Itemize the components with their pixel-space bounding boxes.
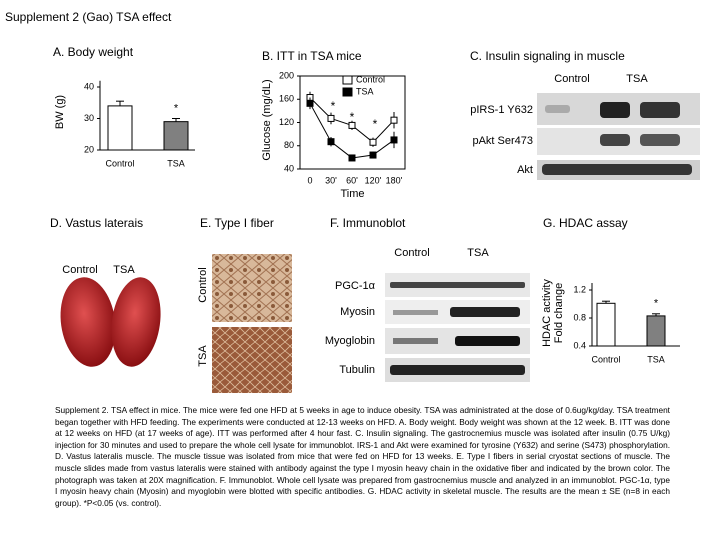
x-tick-label: Control: [105, 158, 134, 168]
y-tick-label: 40: [84, 81, 94, 91]
x-tick-label: 0: [307, 175, 312, 185]
marker: [369, 151, 377, 159]
marker: [348, 121, 356, 129]
x-tick-label: 180': [386, 175, 403, 185]
panel-title: F. Immunoblot: [330, 216, 406, 230]
y-axis-label: Fold change: [553, 283, 565, 344]
bar: [107, 105, 133, 151]
y-tick-label: 0.4: [573, 340, 586, 350]
bar: [596, 302, 616, 347]
significance: *: [350, 110, 355, 124]
row-label: Control: [197, 267, 209, 302]
column-label: Control: [394, 247, 429, 259]
y-tick-label: 200: [279, 70, 294, 80]
y-tick-label: 1.2: [573, 284, 586, 294]
x-tick-label: 30': [325, 175, 337, 185]
y-axis-label: HDAC activity: [541, 279, 553, 347]
panel-title: B. ITT in TSA mice: [262, 49, 362, 63]
panel-title: A. Body weight: [53, 45, 134, 59]
row-label: Myosin: [340, 306, 375, 318]
row-label: pAkt Ser473: [472, 135, 533, 147]
y-tick-label: 30: [84, 113, 94, 123]
column-label: Control: [554, 73, 589, 85]
y-tick-label: 20: [84, 144, 94, 154]
muscle-photo: [60, 277, 161, 367]
row-label: pIRS-1 Y632: [470, 104, 533, 116]
x-tick-label: Control: [591, 354, 620, 364]
y-tick-label: 0.8: [573, 312, 586, 322]
x-tick-label: TSA: [647, 354, 665, 364]
column-label: TSA: [467, 247, 489, 259]
marker: [327, 114, 335, 122]
y-tick-label: 40: [284, 163, 294, 173]
marker: [306, 99, 314, 107]
y-tick-label: 120: [279, 117, 294, 127]
legend-swatch: [342, 75, 353, 85]
column-label: Control: [62, 264, 97, 276]
significance: *: [174, 102, 179, 114]
fiber-image: [212, 327, 292, 393]
column-label: TSA: [113, 264, 135, 276]
row-label: Tubulin: [339, 364, 375, 376]
y-tick-label: 160: [279, 94, 294, 104]
row-label: Akt: [517, 164, 533, 176]
bar: [646, 315, 666, 347]
fiber-image: [212, 254, 292, 322]
blot: [537, 93, 700, 180]
bar: [163, 121, 189, 151]
marker: [327, 138, 335, 146]
legend-swatch: [342, 87, 353, 97]
panel-title: E. Type I fiber: [200, 216, 274, 230]
row-label: Myoglobin: [325, 335, 375, 347]
panel-title: C. Insulin signaling in muscle: [470, 49, 625, 63]
y-tick-label: 80: [284, 140, 294, 150]
row-label: TSA: [197, 345, 209, 367]
significance: *: [331, 99, 336, 113]
blot: [385, 273, 530, 382]
panel-title: G. HDAC assay: [543, 216, 628, 230]
significance: *: [373, 117, 378, 131]
significance: *: [654, 298, 659, 310]
panel-title: D. Vastus laterais: [50, 216, 143, 230]
caption: Supplement 2. TSA effect in mice. The mi…: [55, 405, 670, 508]
legend-label: TSA: [356, 86, 374, 96]
y-axis-label: BW (g): [54, 95, 66, 129]
x-tick-label: 60': [346, 175, 358, 185]
legend-label: Control: [356, 74, 385, 84]
x-tick-label: 120': [365, 175, 382, 185]
marker: [348, 154, 356, 162]
row-label: PGC-1α: [335, 280, 376, 292]
x-axis-label: Time: [340, 188, 364, 200]
marker: [369, 138, 377, 146]
x-tick-label: TSA: [167, 158, 185, 168]
column-label: TSA: [626, 73, 648, 85]
y-axis-label: Glucose (mg/dL): [261, 79, 273, 160]
marker: [390, 136, 398, 144]
marker: [390, 116, 398, 124]
page-title: Supplement 2 (Gao) TSA effect: [5, 10, 172, 24]
